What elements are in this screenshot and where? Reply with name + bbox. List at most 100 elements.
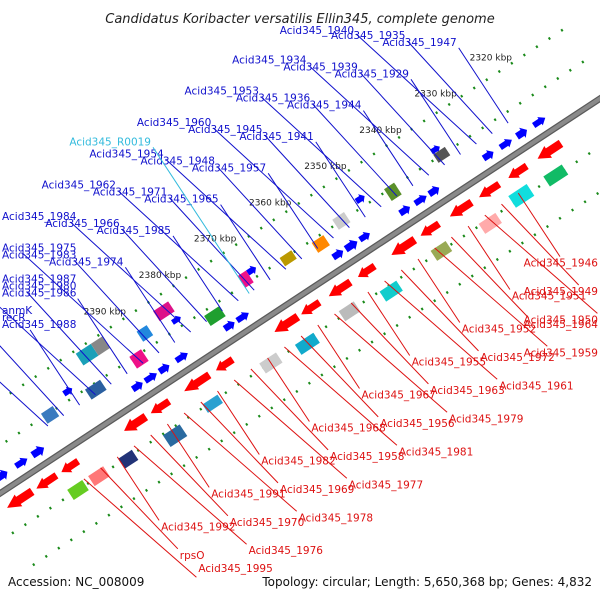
callout-line <box>434 247 548 347</box>
gene-label: Acid345_1966 <box>45 218 120 230</box>
backbone <box>0 96 600 496</box>
callout-line <box>315 141 366 218</box>
callout-line <box>284 346 398 446</box>
forward-gene-arrow-7 <box>222 320 235 332</box>
gene-label: recR <box>2 312 26 324</box>
gene-label: Acid345_1987 <box>2 274 76 286</box>
forward-domain-box-13 <box>153 301 175 322</box>
gene-label: Acid345_1972 <box>481 352 555 364</box>
callout-line <box>233 379 348 479</box>
gene-label: Acid345_1950 <box>524 314 598 326</box>
reverse-gene-arrow-12 <box>420 220 441 236</box>
gene-label: Acid345_1951 <box>512 291 586 303</box>
gene-label: Acid345_1991 <box>211 488 285 500</box>
callout-line <box>200 401 279 484</box>
forward-gene-arrow-outer-3 <box>354 194 365 204</box>
forward-gene-arrow-outer-2 <box>246 265 256 276</box>
reverse-gene-arrow-1 <box>36 472 59 489</box>
gene-label: Acid345_1982 <box>261 456 335 468</box>
callout-line <box>83 478 197 578</box>
reverse-gene-arrow-9 <box>328 278 353 297</box>
gene-label: anmK <box>2 305 33 317</box>
callout-line <box>152 147 250 294</box>
kbp-tick-label: 2320 kbp <box>470 53 513 63</box>
genome-summary-text: Topology: circular; Length: 5,650,368 bp… <box>261 575 592 589</box>
callout-line <box>484 214 598 314</box>
forward-domain-box-0 <box>40 406 60 424</box>
callout-line <box>0 345 65 416</box>
reverse-gene-arrow-11 <box>391 236 418 255</box>
callout-line <box>267 173 319 249</box>
forward-domain-box-7 <box>311 235 330 253</box>
forward-domain-box-3 <box>177 323 193 339</box>
forward-gene-arrow-3 <box>130 381 143 393</box>
reverse-domain-box-7 <box>338 301 361 322</box>
guide-line-3 <box>0 25 568 402</box>
kbp-tick-label: 2380 kbp <box>139 271 182 281</box>
callout-line <box>216 165 303 260</box>
gene-label: Acid345_1964 <box>524 319 599 331</box>
callout-line <box>311 103 398 197</box>
forward-gene-arrow-2 <box>30 446 45 459</box>
callout-line <box>121 228 207 322</box>
gene-label: Acid345_1939 <box>283 61 357 73</box>
gene-label: Acid345_1945 <box>188 124 262 136</box>
forward-gene-arrow-4 <box>143 372 157 384</box>
gene-label: Acid345_1934 <box>232 54 307 66</box>
gene-label: Acid345_1959 <box>524 347 598 359</box>
gene-label: Acid345_1984 <box>2 211 77 223</box>
gene-label: Acid345_1952 <box>462 324 536 336</box>
callout-line <box>212 127 334 239</box>
forward-gene-arrow-16 <box>498 139 512 150</box>
callout-line <box>260 96 382 208</box>
gene-label: Acid345_1977 <box>349 479 423 491</box>
forward-gene-arrow-11 <box>358 232 370 243</box>
gene-label: rpsO <box>180 550 205 562</box>
gene-label: Acid345_1935 <box>331 30 405 42</box>
gene-label: Acid345_1936 <box>236 93 311 105</box>
reverse-domain-box-11 <box>508 184 535 208</box>
reverse-gene-arrow-14 <box>479 181 502 198</box>
reverse-gene-arrow-6 <box>216 356 235 371</box>
callout-line <box>168 197 255 291</box>
gene-label: Acid345_1940 <box>280 25 354 37</box>
callout-line <box>458 47 509 124</box>
callout-line <box>467 225 511 290</box>
gene-label: Acid345_1941 <box>239 131 313 143</box>
forward-domain-box-11 <box>75 343 99 366</box>
callout-line <box>264 134 350 228</box>
gene-label: Acid345_1948 <box>141 155 215 167</box>
gene-label: Acid345_1992 <box>161 521 235 533</box>
callout-line <box>29 329 81 406</box>
callout-line <box>384 280 498 380</box>
reverse-domain-box-12 <box>543 164 569 187</box>
forward-domain-box-14 <box>136 325 154 342</box>
gene-label: Acid345_1981 <box>399 446 473 458</box>
gene-label: Acid345_1962 <box>42 180 116 192</box>
forward-gene-arrow-8 <box>235 312 249 324</box>
kbp-tick-label: 2330 kbp <box>414 90 457 100</box>
callout-line <box>400 269 479 352</box>
forward-gene-arrow-outer-1 <box>171 315 181 325</box>
callout-line <box>308 64 430 176</box>
reverse-gene-arrow-10 <box>358 263 377 278</box>
forward-gene-arrow-10 <box>343 239 358 253</box>
kbp-tick-label: 2360 kbp <box>249 199 292 209</box>
callout-line <box>355 33 477 145</box>
accession-text: Accession: NC_008009 <box>8 575 144 589</box>
gene-label: Acid345_1954 <box>89 148 164 160</box>
callout-line <box>133 445 247 545</box>
callout-line <box>250 368 329 451</box>
callout-line <box>300 335 379 418</box>
gene-label: Acid345_1967 <box>362 390 436 402</box>
callout-line <box>407 40 493 134</box>
reverse-gene-arrow-13 <box>449 199 474 217</box>
gene-label: Acid345_1949 <box>524 286 598 298</box>
callout-line <box>220 204 271 281</box>
callout-line <box>0 306 96 396</box>
callout-line <box>359 71 445 166</box>
callout-line <box>165 158 287 270</box>
reverse-gene-arrow-0 <box>7 487 35 508</box>
map-title: Candidatus Koribacter versatilis Ellin34… <box>105 12 494 27</box>
gene-label: Acid345_1978 <box>299 512 373 524</box>
